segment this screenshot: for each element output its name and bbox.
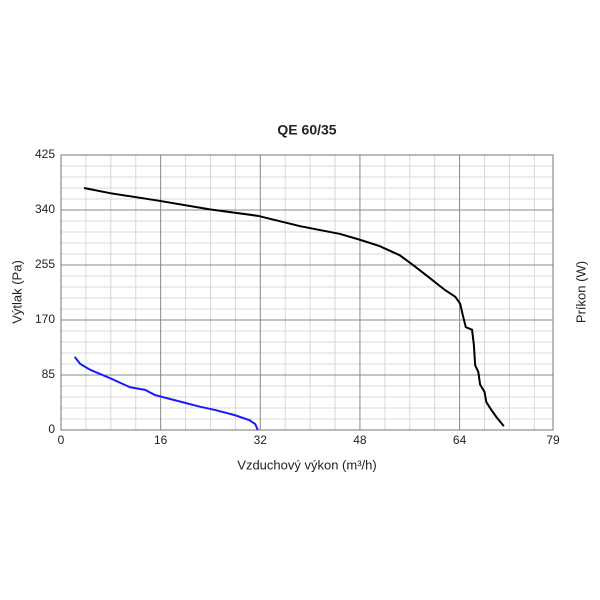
x-tick-label: 79 <box>546 433 560 447</box>
y-tick-label: 255 <box>35 257 55 271</box>
y-tick-label: 85 <box>42 367 56 381</box>
y-tick-label: 425 <box>35 147 55 161</box>
y-tick-label: 0 <box>48 422 55 436</box>
y-tick-label: 340 <box>35 202 55 216</box>
y-axis-label: Výtlak (Pa) <box>9 260 24 324</box>
y-tick-label: 170 <box>35 312 55 326</box>
y2-axis-label: Príkon (W) <box>573 261 588 323</box>
series-line <box>73 356 259 431</box>
plot-area <box>61 155 553 430</box>
chart-title: QE 60/35 <box>277 122 336 138</box>
x-tick-label: 48 <box>353 433 367 447</box>
x-axis-label: Vzduchový výkon (m³/h) <box>237 457 376 472</box>
x-tick-label: 32 <box>254 433 268 447</box>
series-line <box>83 187 505 427</box>
x-tick-label: 16 <box>154 433 168 447</box>
x-tick-label: 64 <box>453 433 467 447</box>
plot-border <box>60 154 554 431</box>
x-tick-label: 0 <box>58 433 65 447</box>
